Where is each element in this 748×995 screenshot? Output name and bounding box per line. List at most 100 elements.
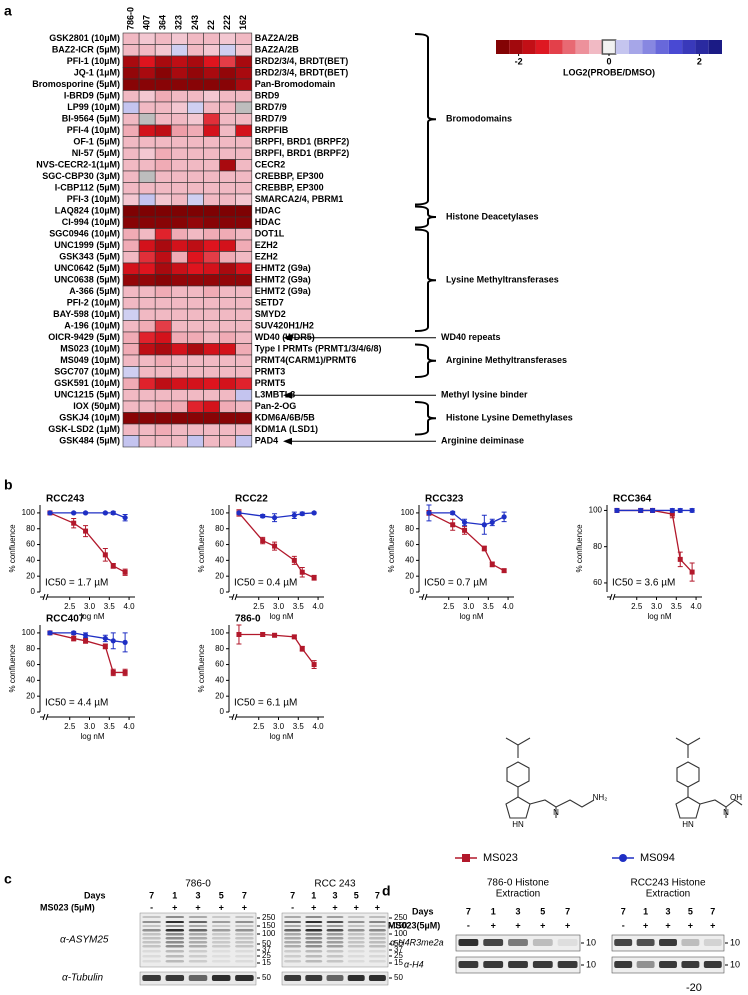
compound-label: SGC707 (10µM) (54, 367, 120, 377)
heatmap-cell (187, 435, 204, 448)
target-label: HDAC (255, 206, 281, 216)
column-label: 243 (190, 15, 200, 30)
mw-marker: 15 (394, 958, 403, 967)
heatmap-cell (187, 136, 204, 149)
legend-label: MS023 (483, 852, 518, 864)
blot-title: 786-0 (185, 879, 211, 890)
heatmap-cell (187, 193, 204, 206)
blot-band (165, 945, 185, 948)
blot-band (368, 941, 386, 944)
days-label: Days (412, 906, 434, 916)
fit-line (616, 509, 693, 573)
heatmap-cell (171, 400, 188, 413)
x-axis-label: log nM (459, 612, 483, 621)
heatmap-cell (203, 193, 220, 206)
mw-marker: 50 (262, 939, 271, 948)
target-label: CREBBP, EP300 (255, 183, 324, 193)
blot-band (284, 950, 302, 953)
x-tick-label: 3.5 (104, 602, 116, 611)
blot-title: Extraction (646, 889, 690, 900)
data-point (501, 568, 507, 574)
data-point (638, 507, 644, 514)
treatment-sign: + (219, 902, 224, 912)
blot-band (305, 941, 323, 944)
heatmap-cell (122, 159, 140, 172)
data-point (102, 552, 108, 558)
structure-ms023 (505, 737, 595, 819)
day-label: 5 (688, 906, 693, 916)
blot-band (368, 921, 386, 923)
day-label: 3 (195, 890, 200, 900)
group-bracket (414, 205, 437, 229)
data-point (83, 528, 89, 534)
heatmap-cell (219, 308, 237, 321)
heatmap-cell (122, 377, 140, 390)
compound-label: OF-1 (5µM) (73, 137, 120, 147)
heatmap-cell (235, 262, 253, 275)
blot-band (368, 925, 386, 927)
y-tick-label: 0 (31, 707, 36, 716)
blot-band (235, 933, 254, 936)
heatmap-cell (219, 400, 237, 413)
heatmap-cell (219, 377, 237, 390)
heatmap-cell (187, 170, 204, 183)
day-label: 7 (290, 890, 295, 900)
x-tick-label: 3.5 (293, 602, 305, 611)
blot-band (211, 916, 231, 918)
heatmap-cell (187, 159, 204, 172)
y-tick-label: 0 (31, 587, 36, 596)
y-tick-label: 40 (26, 675, 35, 684)
heatmap-cell (138, 159, 156, 172)
compound-label: SGC0946 (10µM) (49, 229, 120, 239)
x-tick-label: 3.0 (463, 602, 475, 611)
blot-band (305, 945, 323, 948)
heatmap-cell (203, 308, 220, 321)
blot-band (305, 929, 323, 932)
blot-band (284, 941, 302, 944)
blot-band (681, 961, 700, 968)
blot-band (235, 955, 254, 958)
heatmap-cell (219, 216, 237, 229)
blot-band (188, 933, 208, 936)
heatmap-cell (138, 182, 156, 195)
heatmap-cell (187, 147, 204, 160)
y-tick-label: 80 (405, 524, 414, 533)
blot-band (142, 950, 161, 953)
heatmap-cell (122, 331, 140, 344)
data-point (426, 510, 432, 516)
heatmap-cell (154, 193, 172, 206)
compound-label: GSK484 (5µM) (59, 436, 120, 446)
heatmap-cell (122, 101, 140, 114)
heatmap-cell (219, 136, 237, 149)
heatmap-cell (122, 113, 140, 126)
data-point (489, 561, 495, 567)
x-tick-label: 2.5 (64, 722, 76, 731)
y-tick-label: 20 (405, 571, 414, 580)
blot-band (235, 975, 254, 981)
y-tick-label: 80 (215, 644, 224, 653)
compound-label: BI-9564 (5µM) (62, 114, 120, 124)
heatmap-cell (219, 262, 237, 275)
heatmap-cell (138, 228, 156, 241)
blot-band (458, 939, 479, 946)
heatmap-cell (122, 320, 140, 333)
target-label: SETD7 (255, 298, 284, 308)
mw-marker: 10 (730, 937, 740, 947)
ic50-label: IC50 = 6.1 µM (234, 698, 297, 709)
compound-label: OICR-9429 (5µM) (48, 332, 120, 342)
heatmap-cell (154, 435, 172, 448)
day-label: 7 (242, 890, 247, 900)
heatmap-cell (171, 262, 188, 275)
heatmap-cell (171, 228, 188, 241)
heatmap-cell (122, 239, 140, 252)
heatmap-cell (203, 90, 220, 103)
antibody-label: α-H4 (404, 959, 424, 969)
blot-band (284, 916, 302, 918)
heatmap-cell (122, 308, 140, 321)
heatmap-cell (235, 285, 253, 298)
data-point (669, 507, 675, 514)
blot-band (368, 960, 386, 963)
heatmap-cell (122, 170, 140, 183)
mw-marker: 37 (262, 945, 271, 954)
atom-label: N (553, 808, 559, 817)
